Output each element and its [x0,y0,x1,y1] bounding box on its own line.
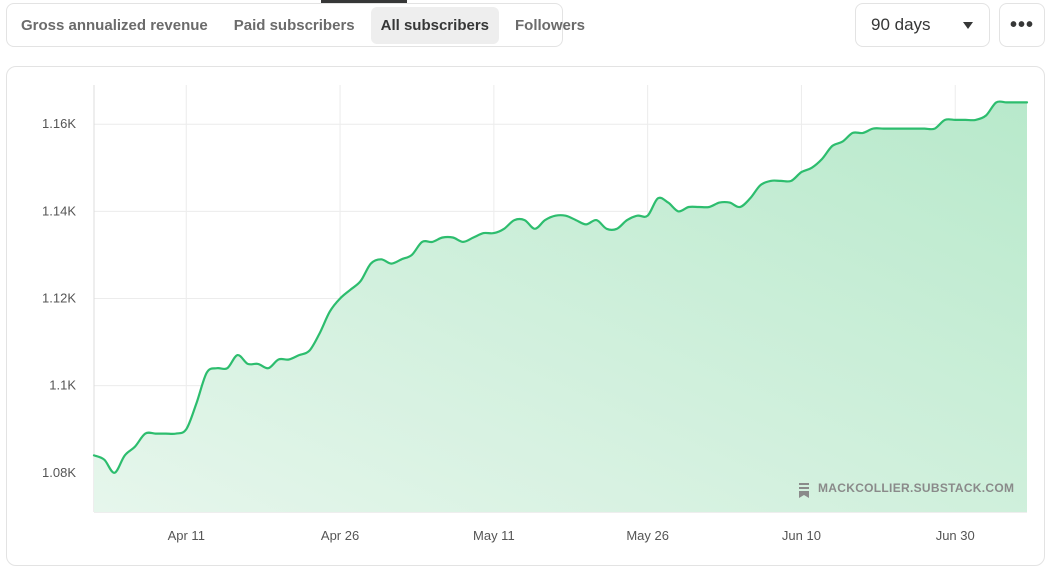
date-range-select[interactable]: 90 days [855,3,990,47]
y-tick-label: 1.14K [42,203,76,218]
caret-down-icon [963,21,973,29]
watermark-text: MACKCOLLIER.SUBSTACK.COM [818,481,1014,495]
tab-paid-subscribers[interactable]: Paid subscribers [233,16,355,34]
chart-card: 1.08K 1.1K 1.12K 1.14K 1.16K Apr 11 Apr 26 May … [6,66,1045,566]
x-tick-label: Apr 11 [168,528,205,543]
date-range-value: 90 days [871,15,931,34]
x-tick-label: Apr 26 [321,528,359,543]
tab-followers[interactable]: Followers [515,16,586,34]
x-tick-label: May 11 [473,528,515,543]
x-tick-label: Jun 30 [936,528,975,543]
y-tick-label: 1.1K [49,378,76,393]
subscribers-chart: 1.08K 1.1K 1.12K 1.14K 1.16K Apr 11 Apr 26 May … [42,85,1029,543]
top-accent-bar [321,0,407,3]
y-tick-label: 1.08K [42,465,76,480]
substack-logo-icon [799,483,809,498]
metric-tabs: Gross annualized revenue Paid subscriber… [6,3,585,47]
y-tick-label: 1.12K [42,291,76,306]
more-options-button[interactable]: ••• [999,3,1045,47]
subscribers-line [92,100,1029,474]
watermark: MACKCOLLIER.SUBSTACK.COM [799,481,1014,498]
tab-gross-annualized-revenue[interactable]: Gross annualized revenue [21,16,208,34]
more-icon: ••• [1009,13,1034,36]
x-tick-label: May 26 [626,528,669,543]
y-tick-label: 1.16K [42,116,76,131]
tab-all-subscribers[interactable]: All subscribers [370,6,500,44]
subscribers-area [94,101,1027,512]
x-tick-label: Jun 10 [782,528,821,543]
